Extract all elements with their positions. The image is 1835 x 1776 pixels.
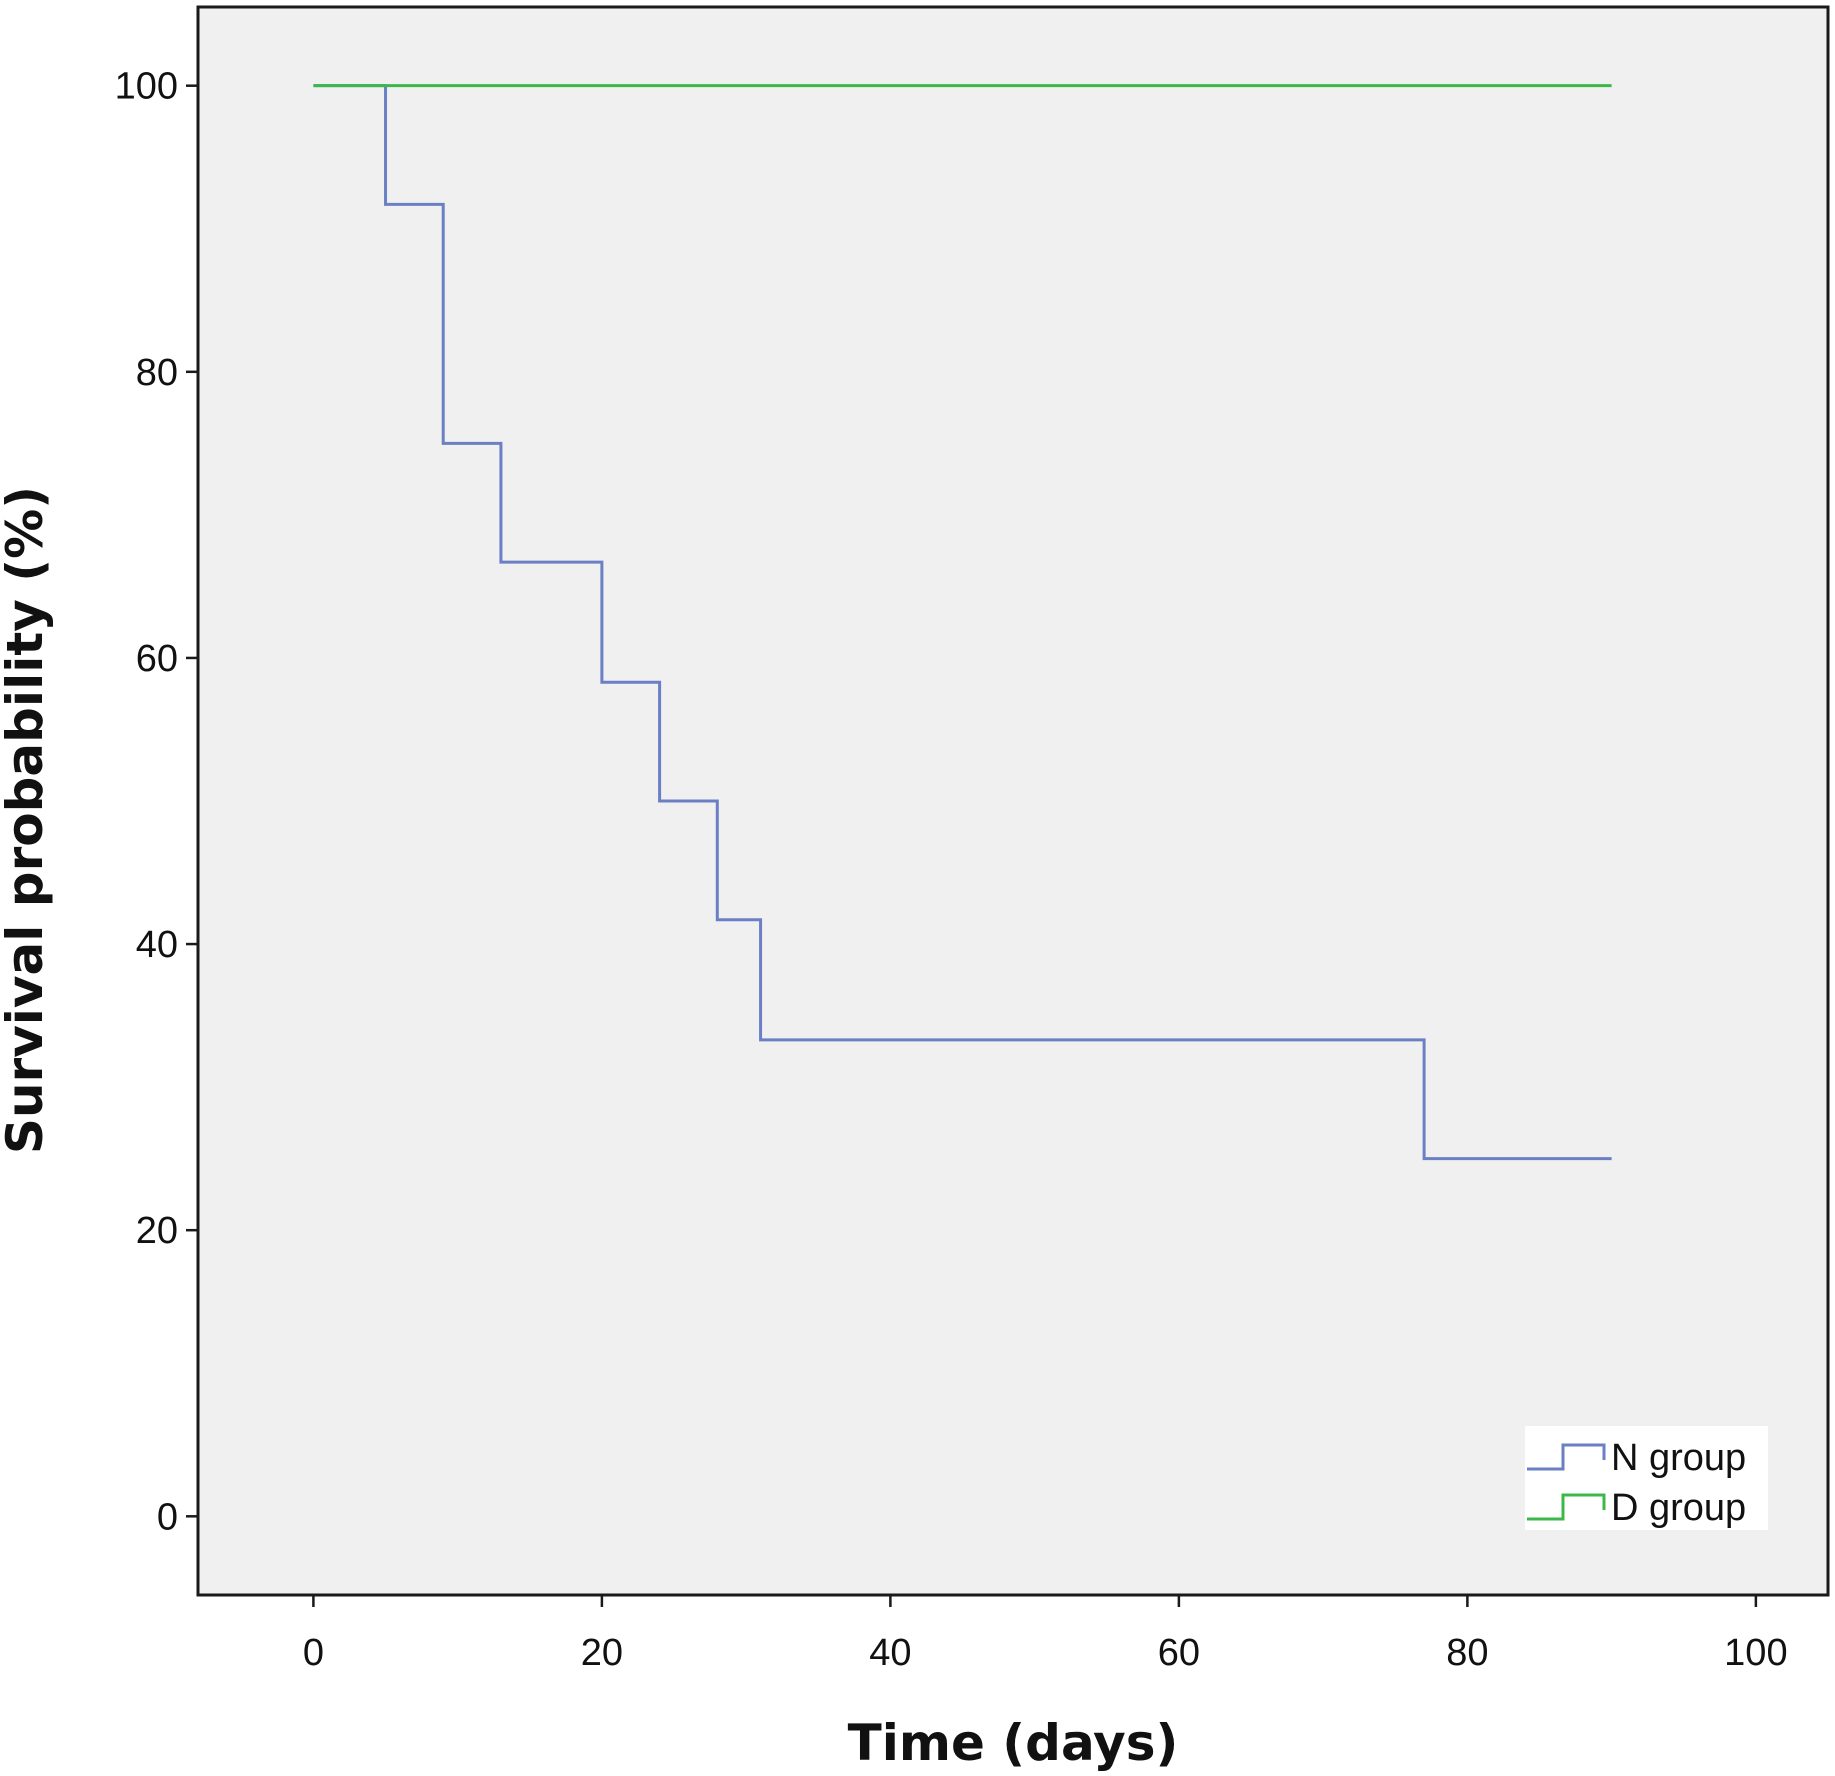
series-line-n-group (313, 84, 1612, 1161)
legend-swatch-n-group (1527, 1443, 1606, 1471)
y-axis-title: Survival probability (%) (0, 486, 54, 1154)
legend: N group D group (1525, 1426, 1768, 1530)
y-tick-label: 20 (136, 1210, 178, 1252)
x-tick-label: 0 (303, 1632, 324, 1674)
y-tick-label: 80 (136, 352, 178, 394)
x-tick-label: 40 (869, 1632, 911, 1674)
x-tick-label: 100 (1724, 1632, 1787, 1674)
legend-swatch-d-group (1527, 1493, 1606, 1521)
legend-box (1525, 1426, 1768, 1530)
legend-label-n-group: N group (1611, 1437, 1746, 1479)
y-axis-ticks: 0 20 40 60 80 100 (115, 66, 198, 1538)
series-layer (313, 84, 1612, 1161)
y-tick-label: 100 (115, 66, 178, 108)
x-tick-label: 60 (1158, 1632, 1200, 1674)
y-tick-label: 40 (136, 924, 178, 966)
y-tick-label: 0 (157, 1496, 178, 1538)
y-tick-label: 60 (136, 638, 178, 680)
legend-label-d-group: D group (1611, 1487, 1746, 1529)
x-tick-label: 80 (1446, 1632, 1488, 1674)
x-tick-label: 20 (581, 1632, 623, 1674)
x-axis-ticks: 0 20 40 60 80 100 (303, 1595, 1788, 1674)
plot-area (196, 5, 1830, 1597)
x-axis-title: Time (days) (848, 1714, 1179, 1772)
